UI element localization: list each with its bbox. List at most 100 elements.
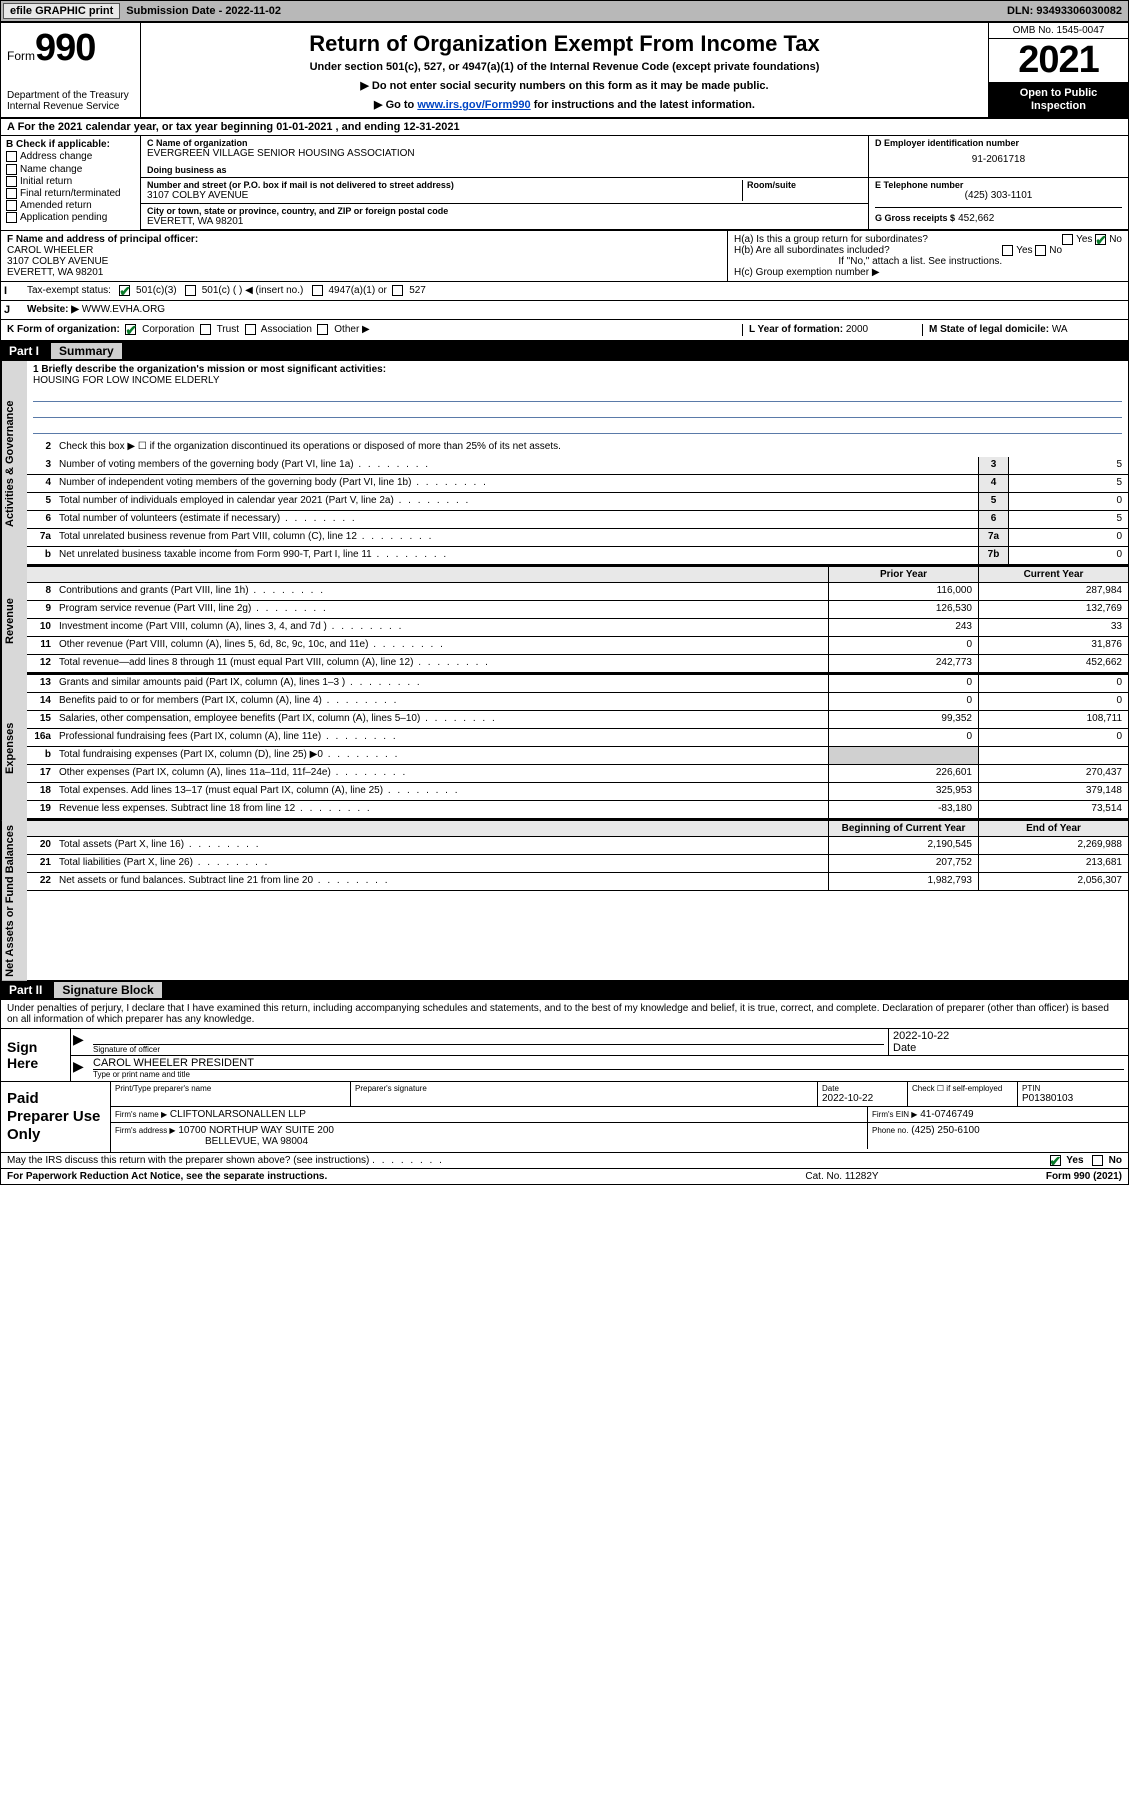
col-begin-year: Beginning of Current Year	[828, 821, 978, 836]
hb-yes: Yes	[1016, 246, 1032, 257]
fin-row-prior: 0	[828, 729, 978, 746]
fin-row-num: 19	[27, 801, 55, 818]
sig-name-label: Type or print name and title	[93, 1069, 1124, 1079]
gov-row-num: b	[27, 547, 55, 564]
fin-row-current: 287,984	[978, 583, 1128, 600]
fin-row-num: b	[27, 747, 55, 764]
firm-ein-label: Firm's EIN ▶	[872, 1110, 917, 1119]
hb-label: H(b) Are all subordinates included?	[734, 245, 890, 256]
fin-row-text: Program service revenue (Part VIII, line…	[55, 601, 828, 618]
city-label: City or town, state or province, country…	[147, 206, 862, 216]
ha-no-chk[interactable]	[1095, 234, 1106, 245]
state-domicile-label: M State of legal domicile:	[929, 324, 1049, 335]
chk-amended[interactable]	[6, 200, 17, 211]
state-domicile-value: WA	[1052, 324, 1068, 335]
fin-row-current: 73,514	[978, 801, 1128, 818]
hb-yes-chk[interactable]	[1002, 245, 1013, 256]
ein-value: 91-2061718	[875, 154, 1122, 165]
gov-row-num: 3	[27, 457, 55, 474]
ha-label: H(a) Is this a group return for subordin…	[734, 234, 928, 245]
hb-no-chk[interactable]	[1035, 245, 1046, 256]
q2-text: Check this box ▶ ☐ if the organization d…	[55, 439, 1128, 457]
prep-sig-label: Preparer's signature	[355, 1084, 813, 1093]
gov-row-num: 4	[27, 475, 55, 492]
gov-row-text: Net unrelated business taxable income fr…	[55, 547, 978, 564]
website-value: WWW.EVHA.ORG	[82, 304, 165, 315]
fin-row-text: Total fundraising expenses (Part IX, col…	[55, 747, 828, 764]
fin-row-prior: 126,530	[828, 601, 978, 618]
chk-address-change[interactable]	[6, 151, 17, 162]
open-public-badge: Open to Public Inspection	[989, 83, 1128, 117]
ssn-note: ▶ Do not enter social security numbers o…	[149, 79, 980, 92]
discuss-no: No	[1109, 1155, 1122, 1166]
col-end-year: End of Year	[978, 821, 1128, 836]
ha-yes-chk[interactable]	[1062, 234, 1073, 245]
fin-row-text: Net assets or fund balances. Subtract li…	[55, 873, 828, 890]
side-governance: Activities & Governance	[1, 361, 27, 567]
gov-row-val: 5	[1008, 457, 1128, 474]
fin-row-current: 0	[978, 675, 1128, 692]
sig-date: 2022-10-22	[893, 1030, 1124, 1042]
hb-no: No	[1049, 246, 1062, 257]
fin-row-text: Total expenses. Add lines 13–17 (must eq…	[55, 783, 828, 800]
fin-row-num: 20	[27, 837, 55, 854]
gov-row-box: 5	[978, 493, 1008, 510]
telephone-label: E Telephone number	[875, 180, 1122, 190]
efile-print-button[interactable]: efile GRAPHIC print	[3, 3, 120, 19]
firm-phone-label: Phone no.	[872, 1126, 908, 1135]
row-j-label: J	[1, 301, 21, 319]
gov-row-num: 7a	[27, 529, 55, 546]
sig-arrow-icon-2: ▶	[71, 1056, 89, 1080]
discuss-yes-chk[interactable]	[1050, 1155, 1061, 1166]
cat-no: Cat. No. 11282Y	[742, 1171, 942, 1182]
chk-527[interactable]	[392, 285, 403, 296]
gov-row-val: 5	[1008, 511, 1128, 528]
lbl-final-return: Final return/terminated	[20, 188, 121, 199]
submission-date: Submission Date - 2022-11-02	[122, 5, 285, 17]
gross-receipts-value: 452,662	[958, 213, 994, 224]
chk-name-change[interactable]	[6, 164, 17, 175]
form-title: Return of Organization Exempt From Incom…	[149, 31, 980, 57]
firm-addr-label: Firm's address ▶	[115, 1126, 176, 1135]
org-name-label: C Name of organization	[147, 138, 862, 148]
form-number: 990	[35, 27, 95, 70]
chk-corporation[interactable]	[125, 324, 136, 335]
fin-row-current: 33	[978, 619, 1128, 636]
fin-row-num: 18	[27, 783, 55, 800]
chk-final-return[interactable]	[6, 188, 17, 199]
officer-addr2: EVERETT, WA 98201	[7, 267, 721, 278]
box-b-label: B Check if applicable:	[6, 139, 135, 150]
chk-other[interactable]	[317, 324, 328, 335]
chk-trust[interactable]	[200, 324, 211, 335]
year-formation-value: 2000	[846, 324, 868, 335]
signature-intro: Under penalties of perjury, I declare th…	[1, 1000, 1128, 1029]
lbl-app-pending: Application pending	[20, 212, 107, 223]
fin-row-current: 108,711	[978, 711, 1128, 728]
gov-row-text: Number of voting members of the governin…	[55, 457, 978, 474]
discuss-no-chk[interactable]	[1092, 1155, 1103, 1166]
city-value: EVERETT, WA 98201	[147, 216, 862, 227]
fin-row-current: 2,056,307	[978, 873, 1128, 890]
fin-row-prior: 243	[828, 619, 978, 636]
fin-row-text: Professional fundraising fees (Part IX, …	[55, 729, 828, 746]
chk-501c[interactable]	[185, 285, 196, 296]
paid-preparer-label: Paid Preparer Use Only	[1, 1082, 111, 1152]
form-org-label: K Form of organization:	[7, 325, 120, 336]
form-990: Form 990 Department of the Treasury Inte…	[0, 22, 1129, 1185]
sign-here-label: Sign Here	[1, 1029, 71, 1081]
fin-row-text: Investment income (Part VIII, column (A)…	[55, 619, 828, 636]
irs-link[interactable]: www.irs.gov/Form990	[417, 99, 530, 111]
ha-yes: Yes	[1076, 235, 1092, 246]
fin-row-num: 22	[27, 873, 55, 890]
chk-initial-return[interactable]	[6, 176, 17, 187]
omb-number: OMB No. 1545-0047	[989, 23, 1128, 39]
chk-association[interactable]	[245, 324, 256, 335]
part-2-num: Part II	[9, 983, 42, 997]
chk-4947[interactable]	[312, 285, 323, 296]
chk-app-pending[interactable]	[6, 212, 17, 223]
chk-501c3[interactable]	[119, 285, 130, 296]
officer-name: CAROL WHEELER	[7, 245, 721, 256]
opt-4947: 4947(a)(1) or	[328, 286, 386, 297]
discuss-yes: Yes	[1066, 1155, 1083, 1166]
ein-label: D Employer identification number	[875, 138, 1122, 148]
